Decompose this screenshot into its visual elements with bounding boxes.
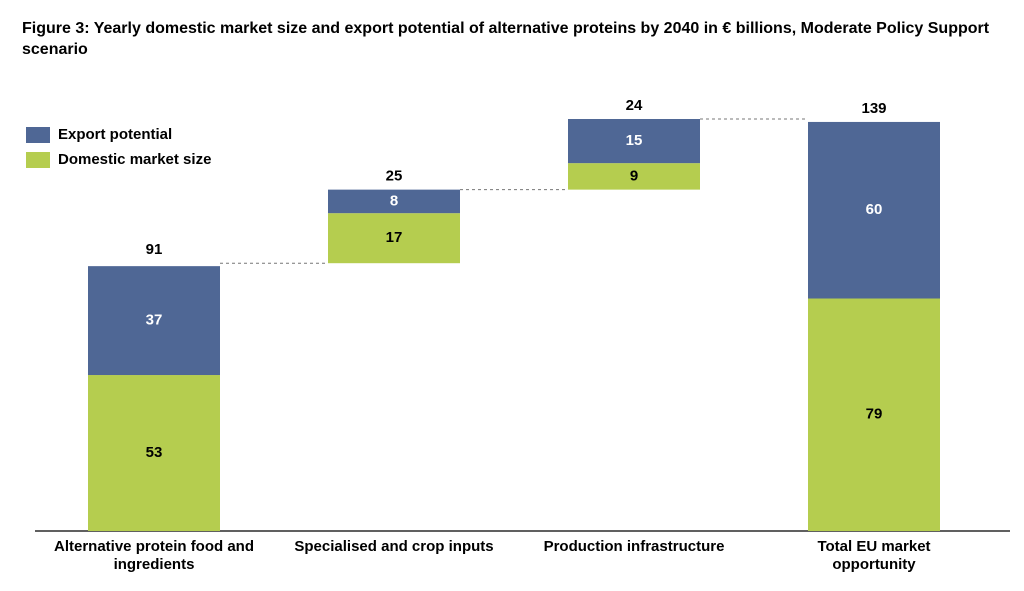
bar-segment: [808, 121, 940, 299]
value-label: 37: [146, 312, 163, 329]
x-tick-label: Alternative protein food and ingredients: [54, 538, 255, 573]
bar-segment: [88, 266, 220, 376]
bar-segment: [568, 119, 700, 164]
value-label: 15: [626, 132, 643, 149]
bar-segment: [328, 213, 460, 264]
total-label: 139: [861, 100, 886, 117]
x-tick-label: Production infrastructure: [543, 538, 725, 555]
bar-segment: [808, 298, 940, 531]
total-label: 25: [386, 168, 403, 185]
value-label: 17: [386, 229, 403, 246]
value-label: 8: [390, 192, 398, 209]
bar-segment: [568, 163, 700, 190]
total-label: 91: [146, 241, 163, 258]
legend-swatch: [26, 152, 50, 168]
value-label: 9: [630, 167, 638, 184]
legend-swatch: [26, 127, 50, 143]
total-label: 24: [626, 97, 643, 114]
legend-label: Export potential: [58, 126, 172, 143]
bar-segment: [88, 375, 220, 531]
value-label: 60: [866, 201, 883, 218]
x-tick-label: Total EU market opportunity: [817, 538, 931, 573]
legend-label: Domestic market size: [58, 151, 211, 168]
value-label: 79: [866, 406, 883, 423]
x-tick-label: Specialised and crop inputs: [294, 538, 494, 555]
value-label: 53: [146, 444, 163, 461]
bar-segment: [328, 189, 460, 214]
chart-title: Figure 3: Yearly domestic market size an…: [22, 20, 990, 58]
